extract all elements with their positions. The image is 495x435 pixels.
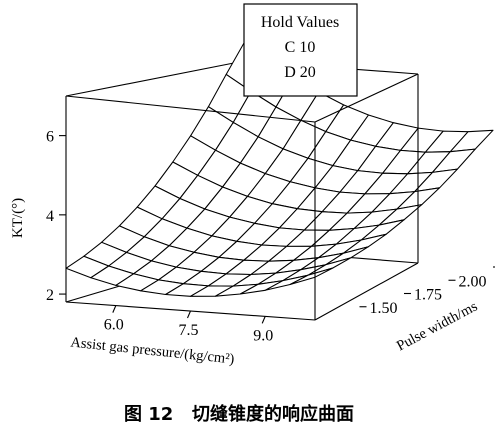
z-tick-label-1: 4 [46,208,54,225]
surface-cell-9-0 [289,267,334,286]
z-tick-label-2: 6 [46,129,54,146]
box-bottom-right-edge [314,262,419,321]
caption-figure-number: 图 12 [124,404,173,425]
x-tick-label-0: 6.0 [104,317,124,334]
z-axis-title: KT/(°) [10,198,26,238]
box-top-right-edge [314,73,419,123]
box-top-front-edge [65,95,316,123]
z-tick-label-0: 2 [46,287,54,304]
x-tick-label-2: 9.0 [253,327,273,344]
hold-value-c: C 10 [285,39,316,56]
hold-values-frame [243,3,358,97]
y-tick-label-2: 2.00 [459,273,487,290]
y-tick-label-0: 1.50 [370,300,398,317]
hold-values-box: Hold Values C 10 D 20 [243,3,358,97]
x-tick-label-1: 7.5 [179,322,199,339]
caption-text: 切缝锥度的响应曲面 [192,403,354,425]
x-tick-mark-1 [186,310,192,319]
hold-values-title: Hold Values [261,14,339,31]
x-tick-mark-2 [261,316,266,324]
y-tick-label-1: 1.75 [414,287,442,304]
x-axis-title: Assist gas pressure/(kg/cm²) [70,334,236,367]
y-axis-title: Pulse width/ms [394,298,480,354]
x-tick-mark-0 [112,305,117,313]
hold-value-d: D 20 [284,64,316,81]
box-back-top-edge [65,60,245,97]
